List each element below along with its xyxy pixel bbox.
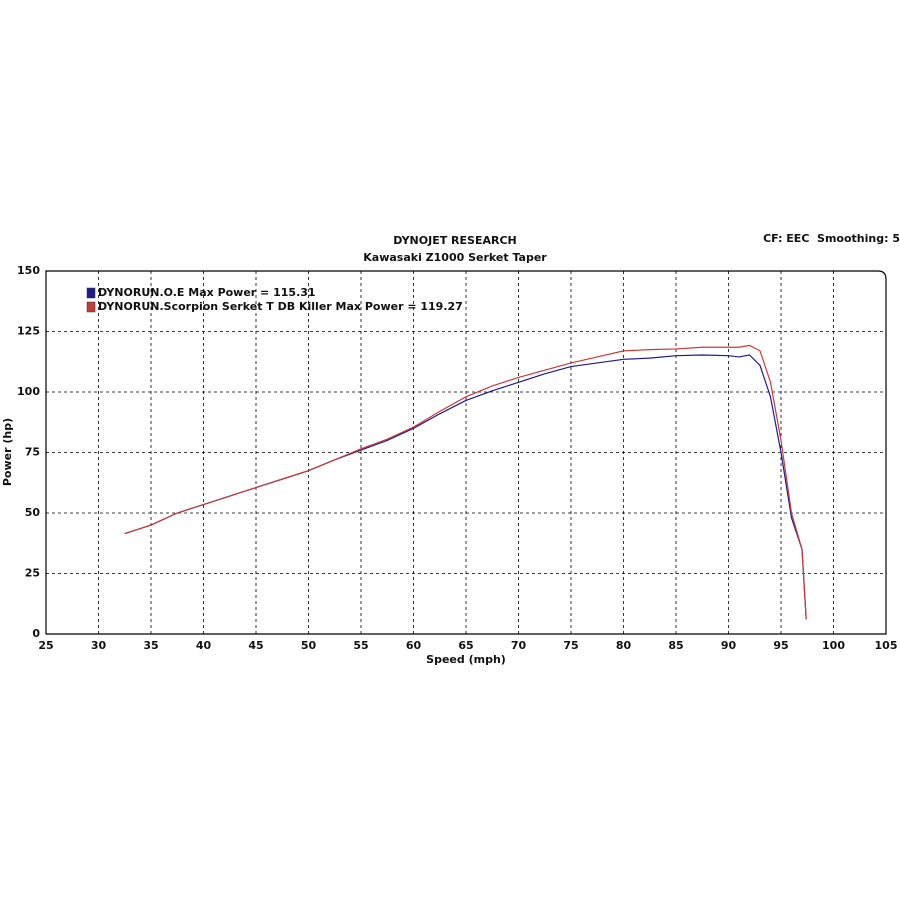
x-tick-label: 95 bbox=[773, 639, 788, 652]
legend-label: DYNORUN.O.E Max Power = 115.31 bbox=[98, 286, 316, 299]
legend-swatch bbox=[86, 301, 96, 313]
legend-label: DYNORUN.Scorpion Serket T DB Killer Max … bbox=[98, 300, 463, 313]
y-tick-label: 25 bbox=[25, 567, 40, 580]
x-tick-label: 50 bbox=[301, 639, 317, 652]
x-tick-label: 40 bbox=[196, 639, 212, 652]
y-tick-label: 0 bbox=[32, 627, 40, 640]
x-tick-label: 65 bbox=[458, 639, 473, 652]
x-tick-label: 35 bbox=[143, 639, 158, 652]
y-tick-label: 50 bbox=[25, 506, 41, 519]
x-tick-label: 90 bbox=[721, 639, 737, 652]
chart-title: DYNOJET RESEARCH bbox=[393, 234, 516, 247]
y-tick-label: 75 bbox=[25, 446, 40, 459]
plot-frame bbox=[45, 270, 887, 635]
x-tick-label: 75 bbox=[563, 639, 578, 652]
x-tick-label: 100 bbox=[822, 639, 845, 652]
annotation: CF: EEC Smoothing: 5 bbox=[763, 232, 900, 245]
y-axis-label: Power (hp) bbox=[1, 418, 14, 486]
series-line bbox=[124, 344, 807, 620]
y-tick-label: 150 bbox=[17, 264, 40, 277]
x-tick-label: 60 bbox=[406, 639, 422, 652]
y-tick-label: 100 bbox=[17, 385, 40, 398]
x-tick-label: 55 bbox=[353, 639, 368, 652]
y-tick-label: 125 bbox=[17, 325, 40, 338]
x-tick-label: 80 bbox=[616, 639, 632, 652]
x-tick-label: 25 bbox=[38, 639, 53, 652]
chart-subtitle: Kawasaki Z1000 Serket Taper bbox=[363, 251, 547, 264]
x-tick-label: 105 bbox=[875, 639, 898, 652]
legend-swatch bbox=[86, 287, 96, 299]
x-tick-label: 70 bbox=[511, 639, 527, 652]
x-axis-label: Speed (mph) bbox=[426, 653, 506, 666]
x-tick-label: 85 bbox=[668, 639, 683, 652]
x-tick-label: 30 bbox=[91, 639, 107, 652]
x-tick-label: 45 bbox=[248, 639, 263, 652]
